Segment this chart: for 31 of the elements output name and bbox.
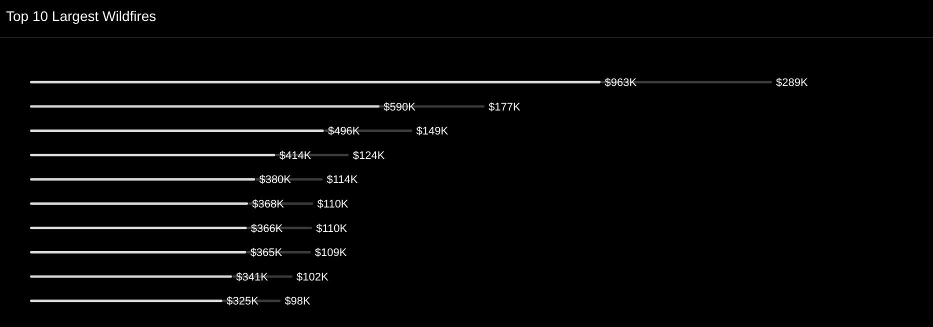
data-label: $149K xyxy=(416,126,449,138)
data-label: $368K xyxy=(252,198,285,210)
data-label: $496K xyxy=(328,126,360,138)
data-label: $963K xyxy=(604,77,638,89)
data-label: $110K xyxy=(316,222,348,235)
data-label: $365K xyxy=(250,247,283,260)
bar xyxy=(30,130,324,132)
bar xyxy=(30,251,246,254)
data-label: $98K xyxy=(284,296,312,308)
bar xyxy=(30,275,232,278)
data-label: $114K xyxy=(326,174,358,186)
bar xyxy=(30,154,276,156)
bar xyxy=(30,105,380,108)
data-label: $414K xyxy=(279,150,312,162)
data-label: $341K xyxy=(236,271,269,284)
data-label: $325K xyxy=(226,296,260,308)
bar xyxy=(30,300,223,302)
chart-title: Top 10 Largest Wildfires xyxy=(6,8,156,24)
data-label: $590K xyxy=(384,101,416,114)
data-label: $177K xyxy=(488,101,522,114)
data-label: $110K xyxy=(317,198,349,210)
bar xyxy=(30,80,601,84)
data-label: $289K xyxy=(776,77,808,89)
data-label: $380K xyxy=(259,174,292,186)
data-label: $109K xyxy=(314,247,348,260)
data-label: $366K xyxy=(250,222,284,235)
bar xyxy=(30,226,247,230)
bar xyxy=(30,178,256,181)
data-label: $124K xyxy=(352,150,386,162)
bar xyxy=(30,202,248,205)
data-label: $102K xyxy=(296,271,330,284)
